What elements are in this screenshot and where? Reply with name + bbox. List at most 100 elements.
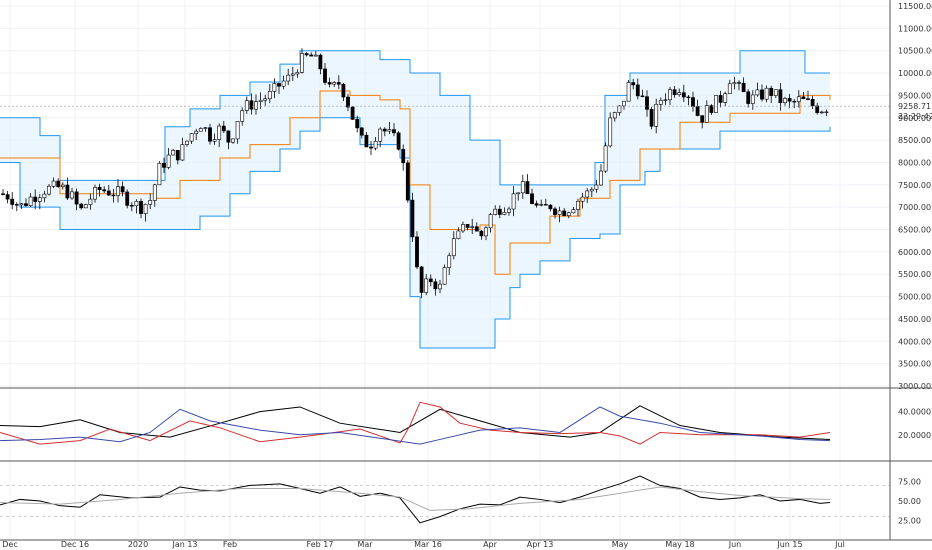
- indicator-1-tick: 20.0000: [898, 431, 931, 440]
- candle-body: [231, 138, 235, 143]
- candle-body: [378, 128, 383, 142]
- candle-body: [732, 82, 737, 85]
- candle-body: [530, 193, 534, 204]
- candle-body: [290, 73, 295, 76]
- candle-body: [318, 54, 323, 70]
- indicator-2-tick: 50.00: [898, 497, 921, 506]
- y-tick-label: 7500.00: [898, 181, 931, 190]
- candle-body: [185, 140, 189, 145]
- candle-body: [42, 193, 47, 199]
- candle-body: [74, 191, 79, 205]
- indicator-1-line: [0, 406, 831, 445]
- candle-body: [1, 193, 5, 195]
- candle-body: [484, 227, 488, 237]
- candle-body: [208, 127, 212, 142]
- x-tick-label: Apr 13: [527, 540, 554, 549]
- candle-body: [534, 203, 539, 206]
- candle-body: [718, 95, 723, 103]
- candle-body: [442, 267, 447, 285]
- y-tick-label: 9000.00: [898, 114, 931, 123]
- x-tick-label: Jun: [728, 540, 742, 549]
- candle-body: [359, 127, 364, 136]
- candle-body: [194, 130, 199, 134]
- candle-body: [663, 99, 668, 101]
- candle-body: [5, 194, 10, 200]
- candle-body: [806, 98, 810, 100]
- candle-body: [258, 99, 263, 102]
- candle-body: [148, 200, 153, 205]
- candle-body: [626, 82, 631, 102]
- candle-body: [645, 96, 649, 110]
- candle-body: [336, 82, 341, 85]
- candle-body: [323, 68, 327, 83]
- candle-body: [295, 72, 300, 75]
- candle-body: [585, 190, 590, 198]
- countdown-label: 22:29:42: [898, 112, 932, 121]
- candle-body: [622, 100, 626, 107]
- candle-body: [737, 82, 741, 84]
- candle-body: [369, 146, 373, 149]
- candle-body: [125, 191, 130, 206]
- candle-body: [28, 196, 33, 206]
- x-tick-label: Apr: [483, 540, 498, 549]
- candle-body: [346, 96, 350, 108]
- candle-body: [111, 194, 116, 197]
- candle-body: [640, 95, 645, 97]
- candle-body: [180, 144, 185, 161]
- candle-body: [47, 185, 51, 195]
- candle-body: [796, 96, 801, 102]
- candle-body: [470, 226, 475, 228]
- candle-body: [727, 83, 732, 95]
- candle-body: [815, 105, 820, 113]
- candle-body: [612, 112, 617, 119]
- candle-body: [254, 101, 258, 110]
- candle-body: [56, 180, 61, 187]
- x-tick-label: May: [612, 540, 629, 549]
- candle-body: [10, 198, 15, 205]
- candle-body: [19, 203, 24, 206]
- x-tick-label: Dec 16: [61, 540, 89, 549]
- candle-body: [553, 208, 557, 215]
- candle-body: [235, 121, 240, 140]
- candle-body: [571, 209, 576, 214]
- candle-body: [226, 130, 231, 143]
- candle-body: [428, 278, 433, 283]
- candle-body: [557, 210, 562, 215]
- candle-body: [520, 181, 525, 194]
- candle-body: [175, 150, 180, 161]
- candle-body: [580, 196, 585, 202]
- candle-body: [746, 91, 751, 104]
- candle-body: [576, 200, 580, 210]
- candle-body: [382, 128, 387, 132]
- donchian-middle: [0, 90, 831, 275]
- candle-body: [217, 125, 222, 140]
- candle-body: [355, 119, 360, 129]
- candle-body: [488, 214, 493, 229]
- candle-body: [309, 54, 314, 57]
- candle-body: [493, 208, 498, 215]
- x-tick-label: Feb 17: [307, 540, 334, 549]
- candle-body: [723, 93, 728, 103]
- x-tick-label: Jun 15: [776, 540, 802, 549]
- candle-body: [649, 109, 654, 127]
- candle-body: [263, 98, 268, 101]
- candle-body: [244, 100, 249, 111]
- candle-body: [332, 82, 337, 85]
- candle-body: [304, 53, 309, 56]
- candle-body: [286, 74, 291, 82]
- candle-body: [792, 100, 797, 103]
- indicator-2-tick: 75.00: [898, 478, 921, 487]
- candle-body: [603, 145, 608, 172]
- candle-body: [461, 224, 465, 232]
- indicator-2-tick: 25.00: [898, 517, 921, 526]
- candle-body: [516, 192, 521, 195]
- candle-body: [60, 184, 65, 187]
- y-tick-label: 4500.00: [898, 315, 931, 324]
- candle-body: [451, 238, 456, 257]
- candle-body: [313, 54, 318, 57]
- candle-body: [511, 193, 516, 210]
- y-tick-label: 4000.00: [898, 337, 931, 346]
- candle-body: [599, 170, 603, 186]
